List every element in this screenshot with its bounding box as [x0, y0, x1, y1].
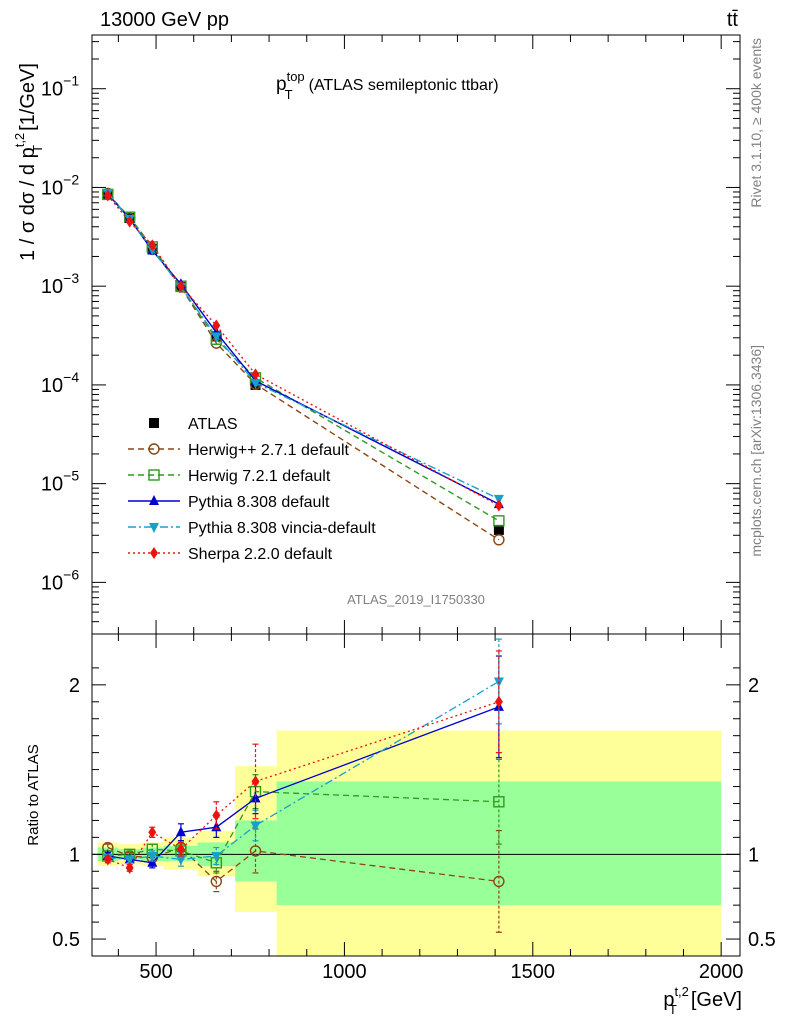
legend-marker-2 — [149, 495, 159, 505]
analysis-id: ATLAS_2019_I1750330 — [347, 592, 485, 607]
legend-label-0: Herwig++ 2.7.1 default — [188, 442, 350, 459]
top-y-tick-label-0: 10−6 — [41, 566, 79, 594]
ratio-y-tick-label-right-2: 2 — [748, 675, 759, 697]
top-panel-frame — [92, 35, 740, 634]
x-axis-label: pt,2 T [GeV] — [663, 984, 742, 1017]
x-tick-label-1: 1000 — [322, 961, 367, 983]
ratio-point-4-4 — [212, 809, 220, 821]
top-y-tick-label-1: 10−5 — [41, 468, 79, 496]
ratio-point-4-6 — [495, 696, 503, 708]
legend-label-atlas: ATLAS — [188, 416, 238, 433]
legend-label-3: Pythia 8.308 vincia-default — [188, 520, 376, 537]
top-line-0 — [108, 193, 499, 539]
chart: 13000 GeV pp tt̄ Rivet 3.1.10, ≥ 400k ev… — [0, 0, 786, 1024]
legend-label-1: Herwig 7.2.1 default — [188, 468, 331, 485]
rivet-label: Rivet 3.1.10, ≥ 400k events — [748, 38, 764, 208]
x-tick-labels: 500 1000 1500 2000 — [139, 961, 743, 983]
process-label: tt̄ — [727, 9, 739, 31]
ratio-y-tick-label-left-2: 2 — [69, 675, 80, 697]
mcplots-label: mcplots.cern.ch [arXiv:1306.3436] — [748, 345, 764, 557]
ratio-y-tick-label-right-1: 1 — [748, 844, 759, 866]
chart-title: ptop T(ATLAS semileptonic ttbar) — [276, 69, 499, 102]
ratio-y-label: Ratio to ATLAS — [25, 744, 42, 845]
top-y-tick-label-3: 10−3 — [41, 270, 79, 298]
legend-label-2: Pythia 8.308 default — [188, 494, 330, 511]
ratio-y-tick-label-left-0: 0.5 — [52, 929, 80, 951]
top-y-tick-label-4: 10−2 — [41, 171, 79, 199]
legend-label-4: Sherpa 2.2.0 default — [188, 546, 333, 563]
x-tick-label-2: 1500 — [511, 961, 556, 983]
top-y-tick-label-5: 10−1 — [41, 73, 79, 101]
top-point-1-6 — [494, 516, 504, 526]
x-tick-label-0: 500 — [139, 961, 172, 983]
top-point-4-6 — [495, 500, 503, 512]
ratio-y-tick-label-left-1: 1 — [69, 844, 80, 866]
top-y-tick-label-2: 10−4 — [41, 369, 79, 397]
top-series — [103, 188, 504, 545]
top-line-4 — [108, 195, 499, 505]
ratio-y-tick-label-right-0: 0.5 — [748, 929, 776, 951]
ratio-bands — [98, 731, 722, 956]
legend-marker-3 — [149, 523, 159, 533]
legend-marker-4 — [150, 547, 158, 559]
energy-label: 13000 GeV pp — [100, 9, 229, 31]
legend-marker-atlas — [149, 418, 159, 428]
x-tick-label-3: 2000 — [699, 961, 744, 983]
